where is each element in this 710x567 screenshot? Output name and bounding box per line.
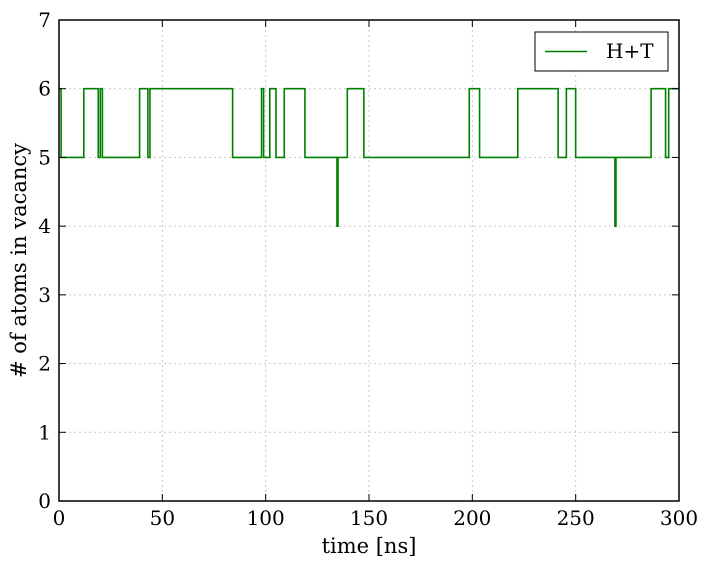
y-tick-label: 1 <box>38 420 51 444</box>
x-tick-label: 250 <box>557 506 595 530</box>
x-tick-label: 200 <box>453 506 491 530</box>
tick-layer: 0 50 100 150 200 250 300 0 1 2 3 4 5 6 7 <box>38 8 698 530</box>
y-tick-label: 6 <box>38 77 51 101</box>
y-tick-label: 2 <box>38 352 51 376</box>
x-tick-label: 150 <box>350 506 388 530</box>
y-tick-label: 7 <box>38 8 51 32</box>
series-layer <box>59 87 679 227</box>
legend-label: H+T <box>606 39 654 63</box>
legend: H+T <box>534 31 669 72</box>
x-tick-label: 0 <box>53 506 66 530</box>
y-tick-label: 3 <box>38 283 51 307</box>
x-tick-label: 50 <box>150 506 175 530</box>
x-tick-label: 100 <box>247 506 285 530</box>
y-tick-label: 0 <box>38 489 51 513</box>
y-axis-label: # of atoms in vacancy <box>7 143 31 378</box>
y-tick-label: 4 <box>38 214 51 238</box>
x-tick-label: 300 <box>660 506 698 530</box>
series-line-h-t <box>59 87 679 227</box>
x-axis-label: time [ns] <box>322 534 417 558</box>
y-tick-label: 5 <box>38 145 51 169</box>
